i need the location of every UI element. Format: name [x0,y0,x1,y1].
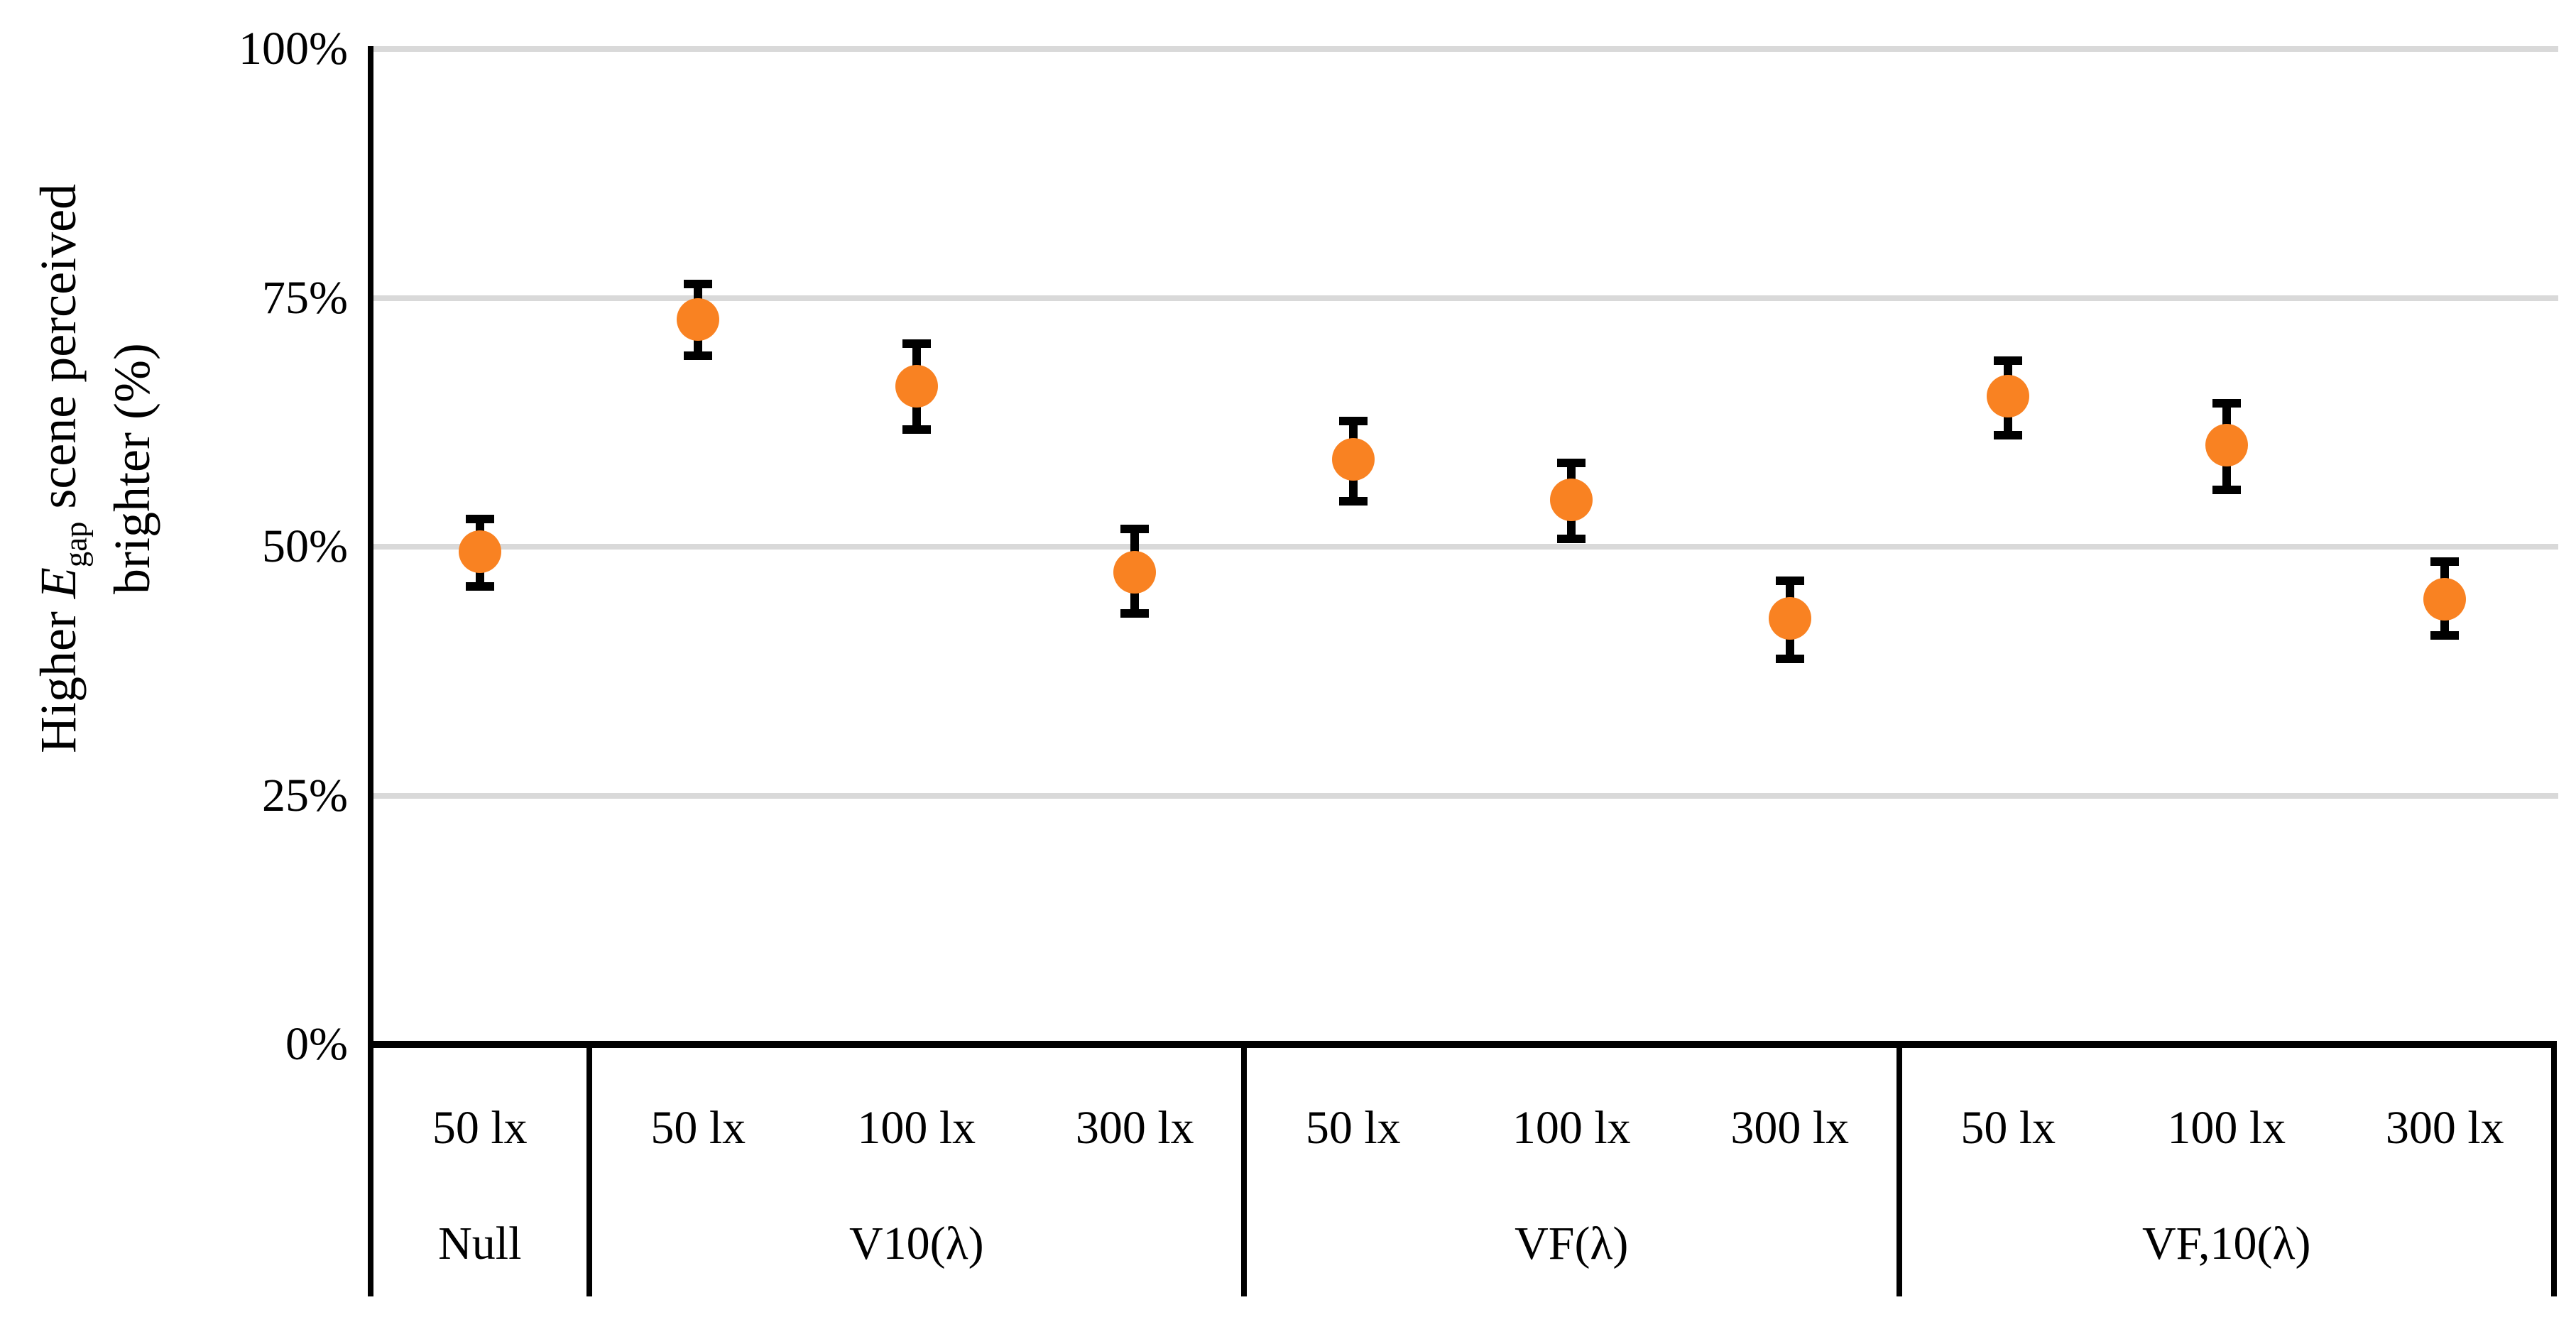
y-axis-line [368,46,373,1296]
error-bar-cap-top-vf-10-50-lx [1994,356,2023,365]
error-bar-cap-top-vf-50-lx [1338,417,1368,426]
x-label-null-50-lx: 50 lx [432,1102,528,1154]
error-bar-cap-bottom-v10-100-lx [902,425,931,434]
y-axis-title-line1: Higher Egap scene perceived [21,0,95,1037]
x-label-vf-300-lx: 300 lx [1730,1102,1850,1154]
group-label-vf-10-: VF,10(λ) [2141,1218,2311,1269]
group-label-null: Null [438,1218,522,1269]
x-label-v10-50-lx: 50 lx [650,1102,746,1154]
x-label-v10-300-lx: 300 lx [1075,1102,1194,1154]
data-point-vf-10-300-lx [2423,578,2467,621]
data-point-vf-10-100-lx [2205,423,2248,466]
data-point-v10-50-lx [677,298,720,342]
data-point-vf-50-lx [1331,437,1375,481]
error-bar-cap-top-vf-100-lx [1557,459,1586,468]
y-axis-title-subscript: gap [58,521,94,568]
error-bar-cap-bottom-v10-300-lx [1120,608,1150,618]
x-label-v10-100-lx: 100 lx [857,1102,976,1154]
group-label-vf-: VF(λ) [1515,1218,1629,1269]
error-bar-cap-bottom-vf-100-lx [1557,534,1586,543]
x-label-vf-10-100-lx: 100 lx [2167,1102,2286,1154]
y-axis-title-text: Higher [30,599,87,754]
error-bar-cap-top-vf-10-100-lx [2212,399,2241,408]
data-point-vf-100-lx [1550,479,1593,522]
gridline-25 [371,792,2558,799]
error-bar-cap-bottom-vf-300-lx [1775,655,1804,664]
category-separator-1 [1241,1044,1247,1296]
gridline-75 [371,295,2558,301]
error-bar-cap-top-vf-10-300-lx [2430,557,2460,567]
category-separator-2 [1896,1044,1902,1296]
x-axis-line [368,1041,2557,1048]
x-label-vf-10-300-lx: 300 lx [2385,1102,2504,1154]
error-bar-cap-top-null-50-lx [465,514,494,523]
data-point-v10-300-lx [1113,551,1157,594]
y-axis-title-line2-text: brighter (%) [104,343,160,594]
x-label-vf-10-50-lx: 50 lx [1960,1102,2056,1154]
error-bar-cap-bottom-null-50-lx [465,582,494,591]
x-label-vf-100-lx: 100 lx [1512,1102,1631,1154]
error-bar-cap-bottom-v10-50-lx [684,351,713,360]
gridline-100 [371,46,2558,52]
error-bar-cap-bottom-vf-10-300-lx [2430,630,2460,640]
data-point-vf-300-lx [1768,596,1811,640]
error-bar-cap-top-v10-100-lx [902,339,931,348]
data-point-null-50-lx [458,530,501,573]
y-axis-title-line2: brighter (%) [95,0,169,1037]
error-bar-cap-top-vf-300-lx [1775,576,1804,585]
category-separator-0 [586,1044,592,1296]
y-tick-label-75: 75% [262,271,348,324]
y-axis-title-text-post: scene perceived [30,183,87,522]
y-tick-label-100: 100% [239,23,348,75]
y-tick-label-25: 25% [262,769,348,821]
group-label-v10-: V10(λ) [848,1218,984,1269]
data-point-vf-10-50-lx [1987,375,2030,418]
y-axis-title-variable: E [30,567,87,599]
gridline-50 [371,544,2558,550]
error-bar-cap-bottom-vf-10-100-lx [2212,486,2241,495]
error-bar-cap-bottom-vf-50-lx [1338,496,1368,506]
y-tick-label-0: 0% [285,1018,348,1070]
error-bar-cap-top-v10-300-lx [1120,524,1150,533]
data-point-v10-100-lx [895,365,938,408]
error-bar-cap-bottom-vf-10-50-lx [1994,430,2023,439]
error-bar-cap-top-v10-50-lx [684,279,713,288]
category-separator-3 [2551,1044,2557,1296]
x-label-vf-50-lx: 50 lx [1305,1102,1401,1154]
y-tick-label-50: 50% [262,520,348,572]
